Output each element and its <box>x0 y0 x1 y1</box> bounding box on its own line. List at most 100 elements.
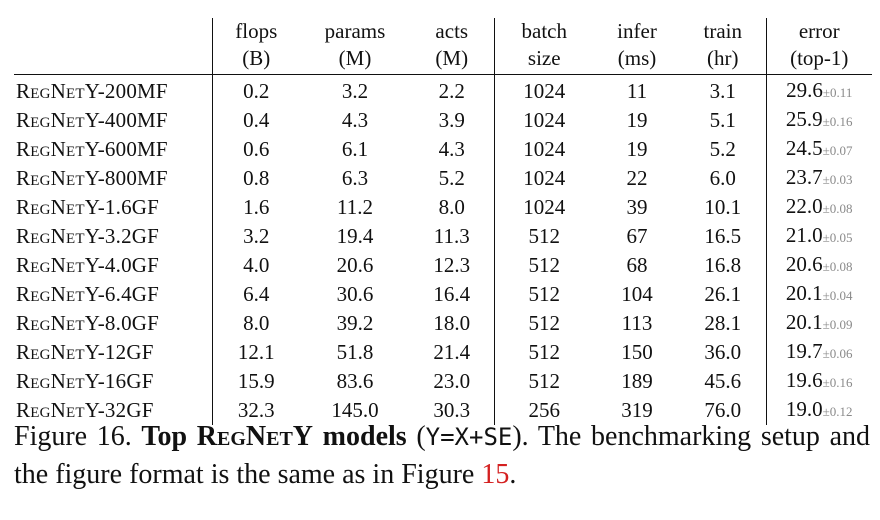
cell-acts: 12.3 <box>433 253 471 277</box>
cell-infer: 150 <box>621 340 653 364</box>
figure-caption: Figure 16. Top RegNetY models (Y=X+SE). … <box>14 421 871 490</box>
cell-flops: 15.9 <box>211 367 300 396</box>
cell-model: RegNetY-1.6GF <box>16 195 160 219</box>
cell-acts: 11.3 <box>433 224 470 248</box>
cell-train: 28.1 <box>704 311 742 335</box>
cell-train: 16.5 <box>704 224 742 248</box>
error-std: ±0.16 <box>822 375 853 390</box>
cell-batch: 1024 <box>493 193 594 222</box>
cell-error: 23.7±0.03 <box>765 164 872 193</box>
error-std: ±0.06 <box>822 346 853 361</box>
figure-reference-link[interactable]: 15 <box>481 459 510 490</box>
cell-params: 51.8 <box>336 340 374 364</box>
table-row: RegNetY-32GF 32.3 145.0 30.3 256 319 76.0 19.0±… <box>14 396 872 425</box>
header-batch: batch size <box>493 18 594 75</box>
cell-params: 39.2 <box>336 311 374 335</box>
cell-infer: 22 <box>626 166 648 190</box>
cell-flops: 12.1 <box>211 338 300 367</box>
cell-batch: 512 <box>493 251 594 280</box>
cell-params: 11.2 <box>337 195 373 219</box>
caption-title: Top RegNetY models <box>141 421 407 452</box>
table-row: RegNetY-3.2GF 3.2 19.4 11.3 512 67 16.5 21.0±0.… <box>14 222 872 251</box>
cell-batch: 1024 <box>493 74 594 106</box>
cell-error: 19.7±0.06 <box>765 338 872 367</box>
cell-acts: 23.0 <box>433 369 471 393</box>
cell-train: 16.8 <box>704 253 742 277</box>
cell-error: 19.6±0.16 <box>765 367 872 396</box>
error-std: ±0.16 <box>822 114 853 129</box>
table-row: RegNetY-600MF 0.6 6.1 4.3 1024 19 5.2 24.5±0.07 <box>14 135 872 164</box>
caption-code: Y=X+SE <box>425 423 513 451</box>
cell-batch: 512 <box>493 367 594 396</box>
cell-infer: 319 <box>621 398 653 422</box>
error-std: ±0.12 <box>822 404 853 419</box>
cell-error: 22.0±0.08 <box>765 193 872 222</box>
cell-model: RegNetY-800MF <box>16 166 168 190</box>
cell-params: 3.2 <box>341 79 369 103</box>
cell-train: 6.0 <box>709 166 736 190</box>
cell-train: 5.2 <box>709 137 736 161</box>
cell-infer: 67 <box>626 224 648 248</box>
table-row: RegNetY-6.4GF 6.4 30.6 16.4 512 104 26.1 20.1±0… <box>14 280 872 309</box>
header-model <box>14 18 212 75</box>
cell-error: 20.1±0.09 <box>765 309 872 338</box>
cell-acts: 30.3 <box>433 398 471 422</box>
cell-model: RegNetY-16GF <box>16 369 154 393</box>
cell-batch: 256 <box>493 396 594 425</box>
cell-error: 24.5±0.07 <box>765 135 872 164</box>
cell-model: RegNetY-4.0GF <box>16 253 160 277</box>
regnety-results-table: flops (B) params (M) acts (M) batch size inf… <box>14 18 872 425</box>
header-error: error (top-1) <box>765 18 872 75</box>
table-body: RegNetY-200MF 0.2 3.2 2.2 1024 11 3.1 29.6±0.11… <box>14 74 872 425</box>
header-acts: acts (M) <box>435 19 469 70</box>
cell-flops: 3.2 <box>211 222 300 251</box>
cell-model: RegNetY-12GF <box>16 340 154 364</box>
table-row: RegNetY-12GF 12.1 51.8 21.4 512 150 36.0 19.7±0… <box>14 338 872 367</box>
cell-error: 21.0±0.05 <box>765 222 872 251</box>
cell-error: 29.6±0.11 <box>765 74 872 106</box>
cell-flops: 0.4 <box>211 106 300 135</box>
cell-batch: 512 <box>493 309 594 338</box>
table-row: RegNetY-1.6GF 1.6 11.2 8.0 1024 39 10.1 22.0±0.… <box>14 193 872 222</box>
cell-flops: 1.6 <box>211 193 300 222</box>
cell-flops: 4.0 <box>211 251 300 280</box>
cell-train: 45.6 <box>704 369 742 393</box>
table-header: flops (B) params (M) acts (M) batch size inf… <box>14 18 872 75</box>
cell-acts: 4.3 <box>438 137 465 161</box>
table-row: RegNetY-200MF 0.2 3.2 2.2 1024 11 3.1 29.6±0.11 <box>14 74 872 106</box>
cell-error: 20.6±0.08 <box>765 251 872 280</box>
table-row: RegNetY-8.0GF 8.0 39.2 18.0 512 113 28.1 20.1±0… <box>14 309 872 338</box>
header-infer: infer (ms) <box>617 19 657 70</box>
error-std: ±0.07 <box>822 143 853 158</box>
cell-acts: 16.4 <box>433 282 471 306</box>
cell-params: 145.0 <box>331 398 379 422</box>
header-train: train (hr) <box>703 19 742 70</box>
cell-params: 30.6 <box>336 282 374 306</box>
cell-train: 3.1 <box>709 79 736 103</box>
cell-model: RegNetY-8.0GF <box>16 311 160 335</box>
cell-error: 25.9±0.16 <box>765 106 872 135</box>
cell-train: 36.0 <box>704 340 742 364</box>
cell-infer: 113 <box>621 311 653 335</box>
cell-acts: 8.0 <box>438 195 465 219</box>
cell-infer: 19 <box>626 108 648 132</box>
cell-model: RegNetY-32GF <box>16 398 154 422</box>
results-table-container: flops (B) params (M) acts (M) batch size inf… <box>14 18 872 425</box>
cell-batch: 1024 <box>493 106 594 135</box>
error-std: ±0.04 <box>822 288 853 303</box>
cell-batch: 1024 <box>493 164 594 193</box>
cell-params: 6.1 <box>341 137 369 161</box>
cell-infer: 104 <box>621 282 653 306</box>
header-params: params (M) <box>324 19 386 70</box>
error-std: ±0.09 <box>822 317 853 332</box>
cell-params: 6.3 <box>341 166 369 190</box>
cell-batch: 512 <box>493 280 594 309</box>
cell-error: 19.0±0.12 <box>765 396 872 425</box>
cell-params: 20.6 <box>336 253 374 277</box>
cell-acts: 21.4 <box>433 340 471 364</box>
cell-flops: 8.0 <box>211 309 300 338</box>
table-row: RegNetY-400MF 0.4 4.3 3.9 1024 19 5.1 25.9±0.16 <box>14 106 872 135</box>
cell-acts: 18.0 <box>433 311 471 335</box>
header-row: flops (B) params (M) acts (M) batch size inf… <box>14 18 872 75</box>
cell-flops: 0.6 <box>211 135 300 164</box>
